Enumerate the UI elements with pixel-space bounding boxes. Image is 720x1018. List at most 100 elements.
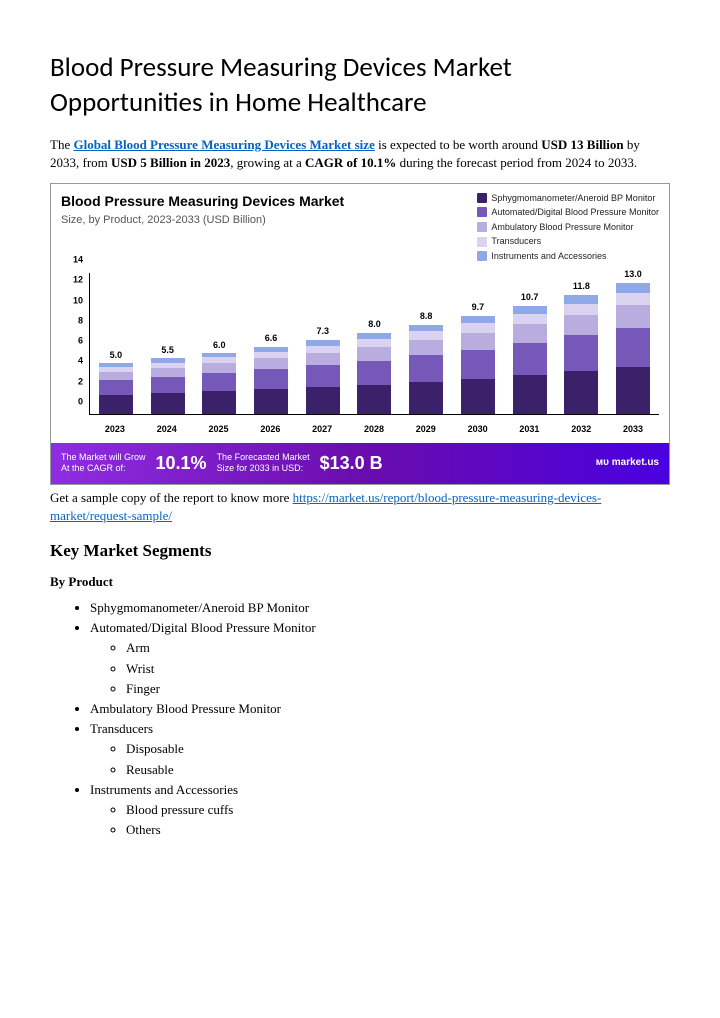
bar-segment <box>357 361 391 385</box>
bar-segment <box>513 343 547 375</box>
bar-segment <box>357 339 391 347</box>
legend-label: Transducers <box>491 235 541 248</box>
bar: 8.0 <box>357 273 391 414</box>
legend-swatch <box>477 222 487 232</box>
bar-segment <box>461 379 495 414</box>
bar-value-label: 5.0 <box>110 349 123 362</box>
chart-title: Blood Pressure Measuring Devices Market <box>61 192 477 212</box>
chart-subtitle: Size, by Product, 2023-2033 (USD Billion… <box>61 213 477 228</box>
intro-text: during the forecast period from 2024 to … <box>396 155 637 170</box>
bar: 9.7 <box>461 273 495 414</box>
intro-bold: USD 13 Billion <box>541 137 623 152</box>
legend-swatch <box>477 251 487 261</box>
bar-value-label: 11.8 <box>573 280 590 293</box>
legend-label: Ambulatory Blood Pressure Monitor <box>491 221 633 234</box>
x-tick: 2028 <box>357 423 391 436</box>
legend-swatch <box>477 237 487 247</box>
bar: 13.0 <box>616 273 650 414</box>
bar-segment <box>151 377 185 393</box>
bar-value-label: 9.7 <box>472 301 485 314</box>
x-tick: 2031 <box>512 423 546 436</box>
chart-container: Blood Pressure Measuring Devices Market … <box>50 183 670 485</box>
list-item: Blood pressure cuffs <box>126 801 670 819</box>
bar-value-label: 5.5 <box>161 344 174 357</box>
chart-footer-bar: The Market will GrowAt the CAGR of: 10.1… <box>51 443 669 484</box>
list-item: Reusable <box>126 761 670 779</box>
legend-swatch <box>477 207 487 217</box>
bar-segment <box>616 367 650 413</box>
bar-value-label: 7.3 <box>316 325 329 338</box>
bar-segment <box>409 355 443 382</box>
bar-value-label: 8.8 <box>420 310 433 323</box>
bar-value-label: 6.6 <box>265 332 278 345</box>
x-tick: 2027 <box>305 423 339 436</box>
y-tick: 10 <box>73 294 83 307</box>
byproduct-heading: By Product <box>50 573 670 591</box>
legend-label: Automated/Digital Blood Pressure Monitor <box>491 206 659 219</box>
bar-segment <box>254 369 288 389</box>
bar-segment <box>513 375 547 413</box>
bar-segment <box>564 295 598 304</box>
bar-segment <box>513 306 547 314</box>
bar-segment <box>202 373 236 391</box>
bar: 11.8 <box>564 273 598 414</box>
bar-value-label: 8.0 <box>368 318 381 331</box>
bar: 7.3 <box>306 273 340 414</box>
footer-grow-label: The Market will GrowAt the CAGR of: <box>61 452 146 474</box>
bar-segment <box>357 347 391 361</box>
bar: 5.0 <box>99 273 133 414</box>
list-item: Disposable <box>126 740 670 758</box>
market-size-link[interactable]: Global Blood Pressure Measuring Devices … <box>73 137 374 152</box>
bar-segment <box>409 340 443 355</box>
bar-segment <box>306 365 340 387</box>
sub-list: Arm Wrist Finger <box>90 639 670 698</box>
y-tick: 8 <box>78 315 83 328</box>
bar-segment <box>616 328 650 367</box>
bar-segment <box>461 333 495 350</box>
footer-forecast-label: The Forecasted MarketSize for 2033 in US… <box>217 452 310 474</box>
bar-segment <box>616 293 650 306</box>
list-item: Finger <box>126 680 670 698</box>
x-tick: 2023 <box>98 423 132 436</box>
bar-segment <box>564 335 598 371</box>
list-item: Wrist <box>126 660 670 678</box>
bar-segment <box>513 324 547 343</box>
bar-segment <box>99 372 133 380</box>
bar-segment <box>461 316 495 324</box>
legend-label: Sphygmomanometer/Aneroid BP Monitor <box>491 192 655 205</box>
intro-bold: CAGR of 10.1% <box>305 155 396 170</box>
bar-segment <box>564 304 598 316</box>
bar: 6.6 <box>254 273 288 414</box>
legend-label: Instruments and Accessories <box>491 250 606 263</box>
bar: 8.8 <box>409 273 443 414</box>
chart-plot-area: 02468101214 5.05.56.06.67.38.08.89.710.7… <box>61 273 659 443</box>
bar: 6.0 <box>202 273 236 414</box>
bar-value-label: 10.7 <box>521 291 539 304</box>
intro-bold: USD 5 Billion in 2023 <box>111 155 230 170</box>
list-item: Arm <box>126 639 670 657</box>
footer-forecast: $13.0 B <box>320 451 383 476</box>
x-tick: 2025 <box>202 423 236 436</box>
bar-value-label: 6.0 <box>213 339 226 352</box>
sub-list: Disposable Reusable <box>90 740 670 778</box>
legend-item: Automated/Digital Blood Pressure Monitor <box>477 206 659 219</box>
marketus-logo: ᴍᴜ market.us <box>596 456 659 470</box>
y-axis: 02468101214 <box>61 273 85 415</box>
intro-text: is expected to be worth around <box>375 137 541 152</box>
list-item: Sphygmomanometer/Aneroid BP Monitor <box>90 599 670 617</box>
intro-paragraph: The Global Blood Pressure Measuring Devi… <box>50 136 670 172</box>
intro-text: , growing at a <box>230 155 305 170</box>
sub-list: Blood pressure cuffsOthers <box>90 801 670 839</box>
x-tick: 2029 <box>409 423 443 436</box>
bar-segment <box>616 283 650 293</box>
bar: 10.7 <box>513 273 547 414</box>
bar-segment <box>616 305 650 328</box>
bar-value-label: 13.0 <box>624 268 642 281</box>
bar-segment <box>461 323 495 333</box>
legend-swatch <box>477 193 487 203</box>
chart-header: Blood Pressure Measuring Devices Market … <box>51 184 669 269</box>
bar-segment <box>461 350 495 379</box>
legend-item: Ambulatory Blood Pressure Monitor <box>477 221 659 234</box>
x-tick: 2024 <box>150 423 184 436</box>
bars: 5.0 5.5 6.0 6.6 7.3 8.0 8.8 9.7 10.7 11.8 13.0 <box>90 273 659 414</box>
